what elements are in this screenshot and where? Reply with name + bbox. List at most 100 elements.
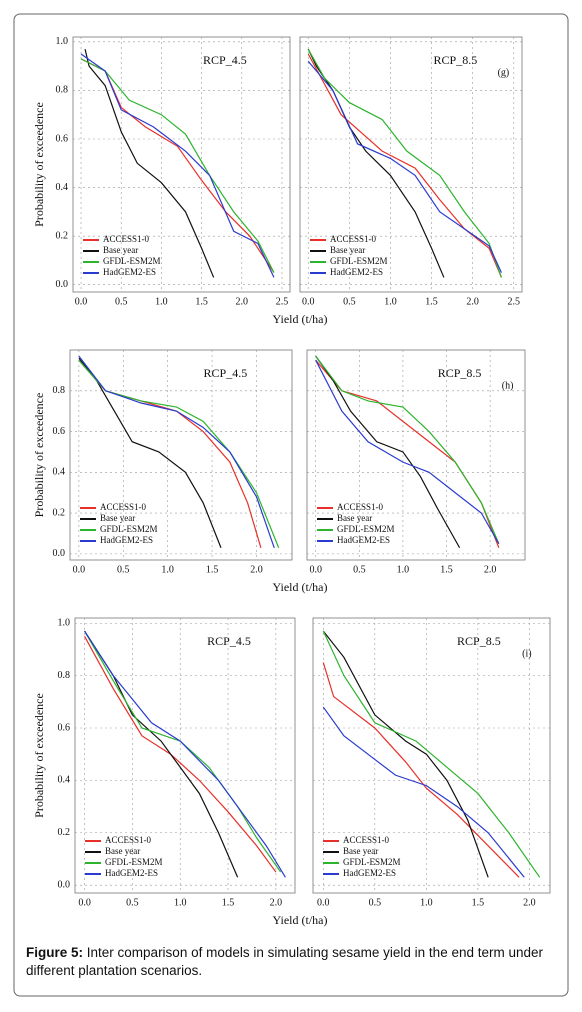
legend-label: Base year — [343, 846, 378, 856]
series-line — [322, 662, 520, 878]
plot-border — [74, 617, 296, 894]
x-tick-label: 1.0 — [397, 564, 410, 575]
legend-label: Base year — [330, 245, 365, 255]
panel-annotation: (i) — [522, 648, 531, 659]
series-line — [322, 706, 525, 878]
plot-border — [312, 617, 551, 894]
series-line — [78, 355, 275, 548]
plot-border — [306, 349, 526, 561]
x-tick-label: 1.5 — [195, 296, 208, 307]
legend-label: ACCESS1-0 — [105, 835, 152, 845]
x-tick-label: 0.5 — [353, 564, 366, 575]
legend-label: ACCESS1-0 — [330, 234, 377, 244]
x-tick-label: 0.0 — [317, 897, 330, 908]
y-axis-label: Probability of exceedence — [32, 102, 46, 227]
plot-border — [69, 349, 293, 561]
y-tick-label: 1.0 — [56, 36, 69, 47]
panel-annotation: (h) — [502, 380, 514, 391]
y-tick-label: 0.4 — [53, 467, 66, 478]
legend-label: ACCESS1-0 — [343, 835, 390, 845]
panel-title: RCP_4.5 — [203, 53, 247, 67]
legend-label: HadGEM2-ES — [105, 868, 158, 878]
x-tick-label: 0.0 — [78, 897, 91, 908]
x-tick-label: 0.5 — [369, 897, 382, 908]
caption-text: Inter comparison of models in simulating… — [26, 945, 544, 978]
legend-label: HadGEM2-ES — [343, 868, 396, 878]
series-line — [315, 359, 500, 544]
series-line — [84, 630, 286, 878]
legend-label: GFDL-ESM2M — [103, 256, 161, 266]
panel-title: RCP_4.5 — [204, 366, 248, 380]
x-tick-label: 1.5 — [440, 564, 453, 575]
y-tick-label: 0.8 — [56, 85, 69, 96]
legend-label: ACCESS1-0 — [100, 502, 147, 512]
legend-label: HadGEM2-ES — [100, 535, 153, 545]
y-tick-label: 0.2 — [53, 507, 66, 518]
x-axis-label: Yield (t/ha) — [273, 580, 328, 594]
x-tick-label: 1.0 — [420, 897, 433, 908]
series-line — [84, 630, 282, 873]
legend-label: GFDL-ESM2M — [337, 524, 395, 534]
frame — [13, 13, 569, 997]
series-line — [307, 60, 502, 273]
series-line — [84, 49, 215, 278]
series-line — [84, 636, 277, 873]
series-line — [80, 58, 275, 273]
series-line — [315, 355, 500, 544]
x-tick-label: 1.0 — [161, 564, 174, 575]
legend-label: ACCESS1-0 — [103, 234, 150, 244]
legend-label: HadGEM2-ES — [337, 535, 390, 545]
x-tick-label: 1.5 — [206, 564, 219, 575]
y-tick-label: 0.6 — [56, 133, 69, 144]
x-tick-label: 2.0 — [466, 296, 479, 307]
legend-label: ACCESS1-0 — [337, 502, 384, 512]
legend-label: Base year — [100, 513, 135, 523]
x-tick-label: 1.0 — [155, 296, 168, 307]
x-tick-label: 0.0 — [73, 564, 86, 575]
x-tick-label: 2.0 — [523, 897, 536, 908]
y-tick-label: 0.6 — [58, 722, 71, 733]
y-tick-label: 0.4 — [58, 775, 71, 786]
plot-border — [72, 36, 291, 293]
plot-border — [299, 36, 523, 293]
x-tick-label: 0.5 — [117, 564, 130, 575]
x-tick-label: 1.5 — [222, 897, 235, 908]
y-tick-label: 0.2 — [56, 230, 69, 241]
series-line — [78, 357, 222, 548]
y-tick-label: 0.6 — [53, 426, 66, 437]
series-line — [80, 53, 275, 278]
legend-label: Base year — [337, 513, 372, 523]
x-axis-label: Yield (t/ha) — [273, 913, 328, 927]
x-tick-label: 2.0 — [270, 897, 283, 908]
series-line — [84, 630, 239, 878]
x-tick-label: 2.0 — [484, 564, 497, 575]
x-tick-label: 2.5 — [508, 296, 521, 307]
panel-title: RCP_4.5 — [207, 634, 251, 648]
y-tick-label: 0.0 — [53, 548, 66, 559]
x-axis-label: Yield (t/ha) — [273, 312, 328, 326]
panel-annotation: (g) — [498, 67, 510, 78]
x-tick-label: 0.5 — [115, 296, 128, 307]
x-tick-label: 2.5 — [276, 296, 289, 307]
y-tick-label: 0.8 — [58, 670, 71, 681]
y-axis-label: Probability of exceedence — [32, 393, 46, 518]
panel-title: RCP_8.5 — [457, 634, 501, 648]
y-tick-label: 0.2 — [58, 827, 71, 838]
series-line — [307, 53, 502, 278]
legend-label: GFDL-ESM2M — [100, 524, 158, 534]
x-tick-label: 0.0 — [302, 296, 315, 307]
legend-label: Base year — [105, 846, 140, 856]
x-tick-label: 0.5 — [343, 296, 356, 307]
panel-title: RCP_8.5 — [434, 53, 478, 67]
legend-label: HadGEM2-ES — [103, 267, 156, 277]
x-tick-label: 1.5 — [472, 897, 485, 908]
x-tick-label: 0.0 — [75, 296, 88, 307]
caption: Figure 5: Inter comparison of models in … — [26, 944, 556, 980]
series-line — [307, 48, 503, 278]
y-tick-label: 0.0 — [56, 279, 69, 290]
x-tick-label: 1.0 — [384, 296, 397, 307]
y-tick-label: 0.0 — [58, 879, 71, 890]
x-tick-label: 2.0 — [250, 564, 263, 575]
